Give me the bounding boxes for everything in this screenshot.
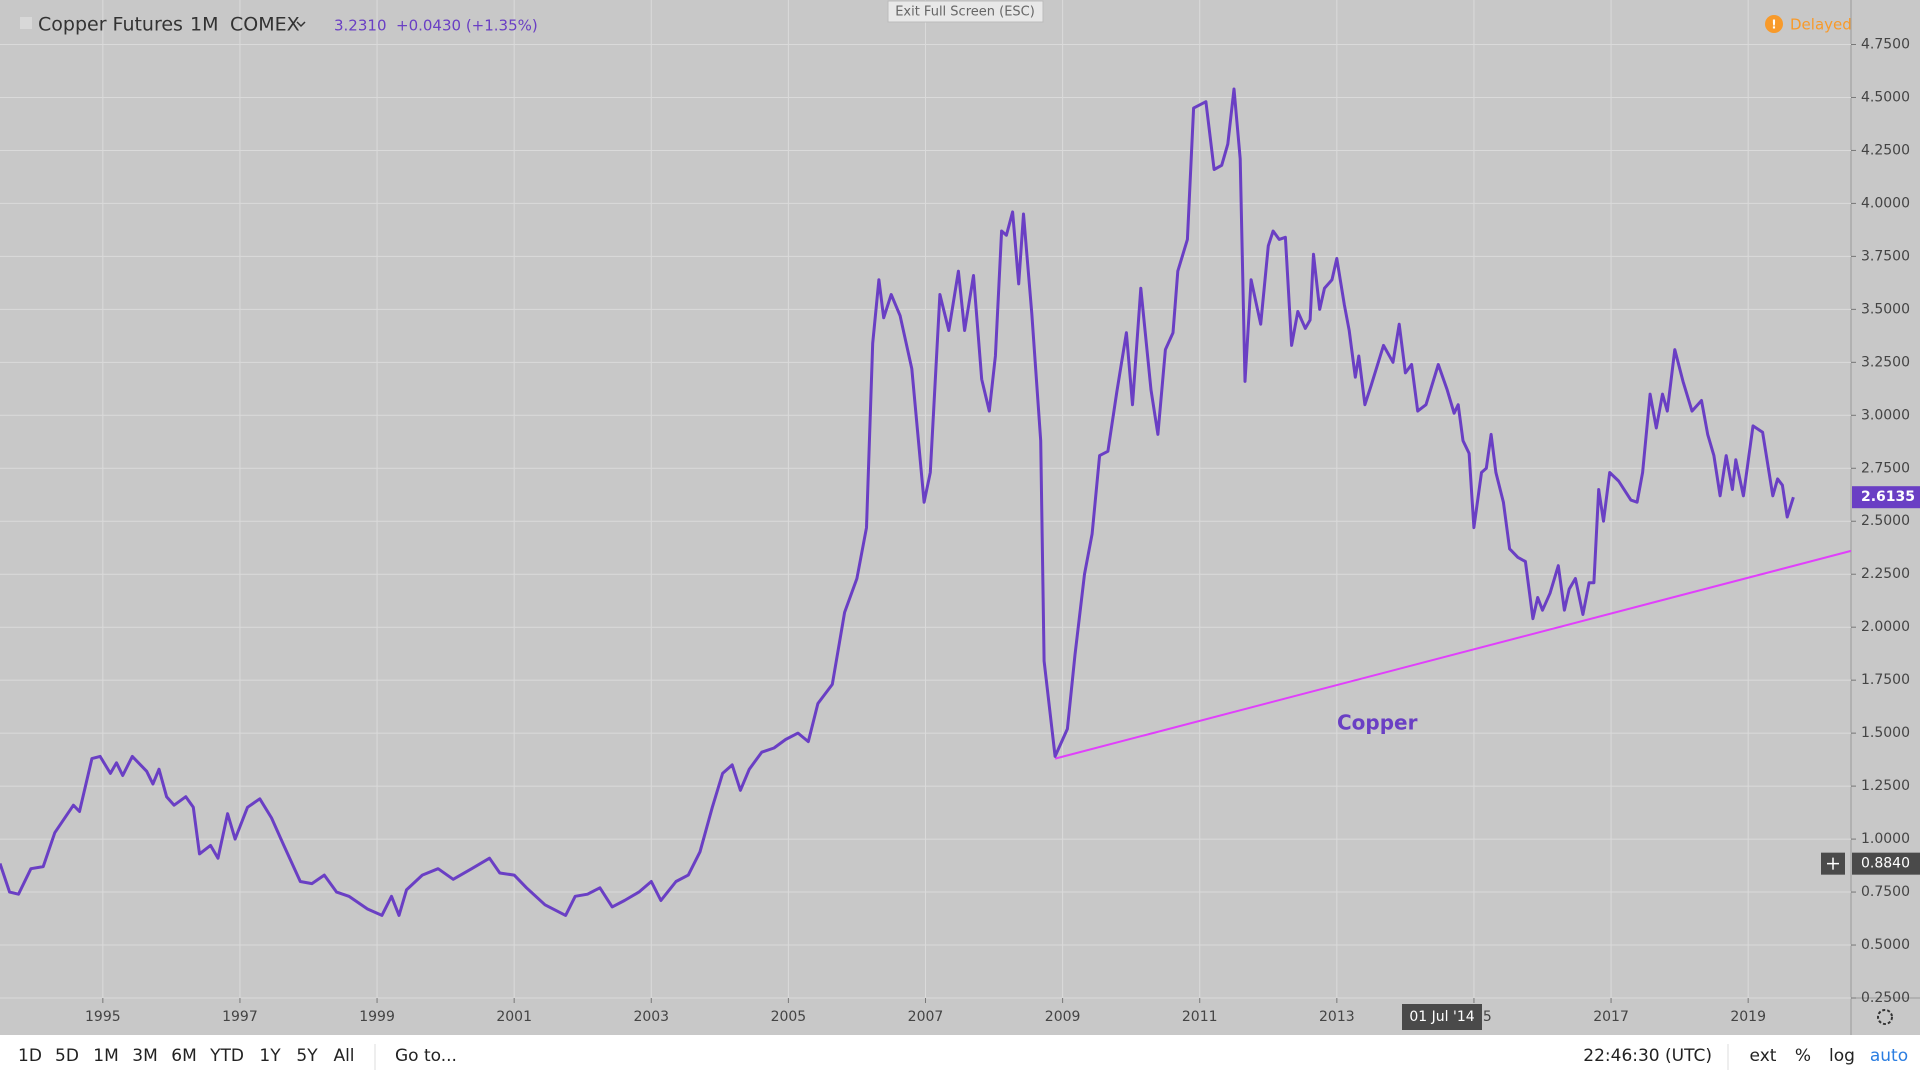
- x-tick-label: 2007: [908, 1009, 944, 1025]
- option-button[interactable]: auto: [1870, 1046, 1908, 1066]
- delayed-icon-mark: !: [1771, 18, 1776, 32]
- chart-background: [0, 0, 1920, 1035]
- range-button[interactable]: 1D: [18, 1046, 42, 1066]
- symbol-icon: [20, 17, 32, 29]
- option-button[interactable]: %: [1795, 1046, 1811, 1066]
- grid: [0, 0, 1851, 999]
- y-tick-label: 2.2500: [1861, 566, 1910, 582]
- crosshair-price-label: 0.8840: [1861, 856, 1910, 872]
- y-tick-label: 3.7500: [1861, 248, 1910, 264]
- crosshair-date-badge: [1402, 1004, 1482, 1030]
- y-tick-label: 0.7500: [1861, 884, 1910, 900]
- x-tick-label: 2011: [1182, 1009, 1218, 1025]
- symbol-name[interactable]: Copper Futures: [38, 14, 183, 36]
- x-tick-label: 2009: [1045, 1009, 1081, 1025]
- range-button[interactable]: 5Y: [296, 1046, 318, 1066]
- delayed-icon: [1765, 15, 1783, 33]
- y-tick-label: 4.5000: [1861, 89, 1910, 105]
- range-button[interactable]: All: [333, 1046, 354, 1066]
- goto-button[interactable]: Go to...: [395, 1046, 457, 1066]
- x-tick-label: 2001: [496, 1009, 532, 1025]
- y-tick-label: 1.7500: [1861, 672, 1910, 688]
- crosshair-plus[interactable]: [1827, 857, 1839, 870]
- exit-fullscreen-button[interactable]: [887, 0, 1044, 23]
- y-tick-label: 2.0000: [1861, 619, 1910, 635]
- y-tick-label: 1.5000: [1861, 725, 1910, 741]
- price-line: [0, 87, 1795, 917]
- y-tick-label: 3.0000: [1861, 407, 1910, 423]
- x-tick-label: 1997: [222, 1009, 258, 1025]
- y-tick-label: 1.2500: [1861, 778, 1910, 794]
- x-tick-label: 2017: [1593, 1009, 1629, 1025]
- delayed-status: Delayed: [1790, 16, 1852, 34]
- exchange-chevron[interactable]: [296, 21, 306, 28]
- last-price-label: 2.6135: [1861, 489, 1915, 505]
- y-tick-label: 4.0000: [1861, 195, 1910, 211]
- y-tick-label: 0.5000: [1861, 937, 1910, 953]
- exit-fullscreen-label[interactable]: Exit Full Screen (ESC): [895, 5, 1035, 20]
- x-tick-label: 1999: [359, 1009, 395, 1025]
- y-tick-label: 3.2500: [1861, 354, 1910, 370]
- trendline: [1054, 549, 1852, 760]
- option-button[interactable]: ext: [1750, 1046, 1777, 1066]
- settings-icon[interactable]: [1877, 1009, 1893, 1025]
- clock: 22:46:30 (UTC): [1583, 1046, 1712, 1066]
- y-tick-label: 0.2500: [1861, 990, 1910, 1006]
- price-change: +0.0430 (+1.35%): [396, 17, 538, 35]
- range-button[interactable]: 1Y: [259, 1046, 281, 1066]
- exchange[interactable]: COMEX: [230, 14, 300, 36]
- price: 3.2310: [334, 17, 387, 35]
- range-button[interactable]: 5D: [55, 1046, 79, 1066]
- crosshair-date-label: 01 Jul '14: [1409, 1009, 1474, 1025]
- x-tick-label: 2013: [1319, 1009, 1355, 1025]
- range-button[interactable]: 6M: [171, 1046, 196, 1066]
- y-tick-label: 1.0000: [1861, 831, 1910, 847]
- annotation: Copper: [1337, 711, 1418, 735]
- range-button[interactable]: 3M: [132, 1046, 157, 1066]
- y-tick-label: 4.2500: [1861, 142, 1910, 158]
- y-tick-label: 3.5000: [1861, 301, 1910, 317]
- option-button[interactable]: log: [1829, 1046, 1855, 1066]
- range-button[interactable]: YTD: [209, 1046, 244, 1066]
- x-tick-label: 2005: [771, 1009, 807, 1025]
- crosshair-price-badge: [1852, 852, 1920, 875]
- x-tick-label: 1995: [85, 1009, 121, 1025]
- last-price-badge: [1852, 486, 1920, 509]
- toolbar-background: [0, 1035, 1920, 1080]
- plot: Copper: [0, 87, 1852, 917]
- y-tick-label: 4.7500: [1861, 36, 1910, 52]
- y-tick-label: 2.5000: [1861, 513, 1910, 529]
- interval[interactable]: 1M: [190, 14, 218, 36]
- x-tick-label: 2003: [633, 1009, 669, 1025]
- x-tick-label: 2019: [1730, 1009, 1766, 1025]
- range-button[interactable]: 1M: [93, 1046, 118, 1066]
- y-tick-label: 2.7500: [1861, 460, 1910, 476]
